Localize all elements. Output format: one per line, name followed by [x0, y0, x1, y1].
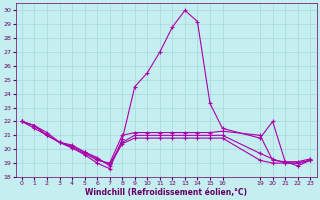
X-axis label: Windchill (Refroidissement éolien,°C): Windchill (Refroidissement éolien,°C): [85, 188, 247, 197]
